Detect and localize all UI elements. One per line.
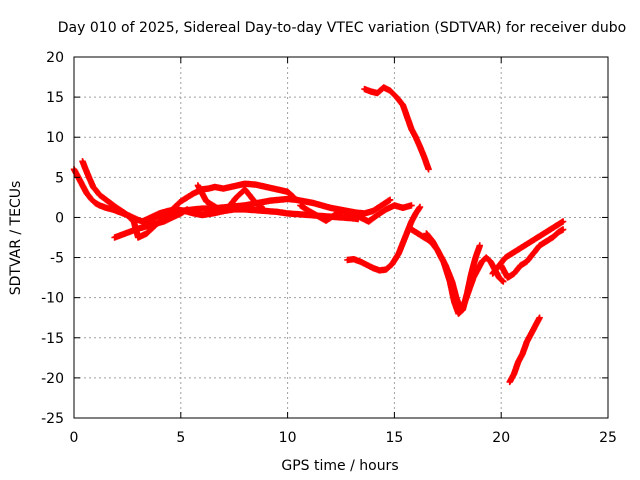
y-axis-label: SDTVAR / TECUs: [8, 181, 24, 296]
x-tick-label: 25: [599, 430, 617, 446]
data-marker-cluster: [344, 203, 424, 274]
series-arc-5: [194, 182, 268, 215]
y-tick-label: 0: [55, 210, 64, 226]
chart-title: Day 010 of 2025, Sidereal Day-to-day VTE…: [58, 20, 626, 36]
data-marker-cluster: [506, 314, 543, 386]
x-tick-label: 15: [385, 430, 403, 446]
axes: 0 5 10 15 20 25 -25 -20 -15 -10 -5 0 5 10 15 20: [41, 50, 617, 446]
series-arc-7: [361, 84, 432, 173]
data-marker-cluster: [361, 84, 432, 173]
data-marker-cluster: [498, 226, 567, 281]
y-tick-label: -15: [41, 331, 64, 347]
data-marker-cluster: [194, 182, 268, 215]
plot-frame: [73, 56, 609, 419]
y-tick-label: -20: [41, 371, 64, 387]
y-tick-label: 10: [46, 130, 64, 146]
y-tick-label: -10: [41, 291, 64, 307]
data-marker-cluster: [297, 202, 415, 225]
y-tick-label: -25: [41, 411, 64, 427]
y-tick-label: 15: [46, 90, 64, 106]
x-tick-label: 20: [492, 430, 510, 446]
x-tick-label: 10: [279, 430, 297, 446]
y-tick-label: 20: [46, 50, 64, 66]
x-tick-label: 5: [176, 430, 185, 446]
y-tick-label: 5: [55, 170, 64, 186]
series-arc-13: [506, 314, 543, 386]
series-arc-8: [344, 203, 424, 274]
x-axis-label: GPS time / hours: [281, 458, 398, 474]
series-arc-12: [498, 226, 567, 281]
y-tick-label: -5: [50, 251, 64, 267]
series-arc-6: [297, 202, 415, 225]
x-tick-label: 0: [70, 430, 79, 446]
